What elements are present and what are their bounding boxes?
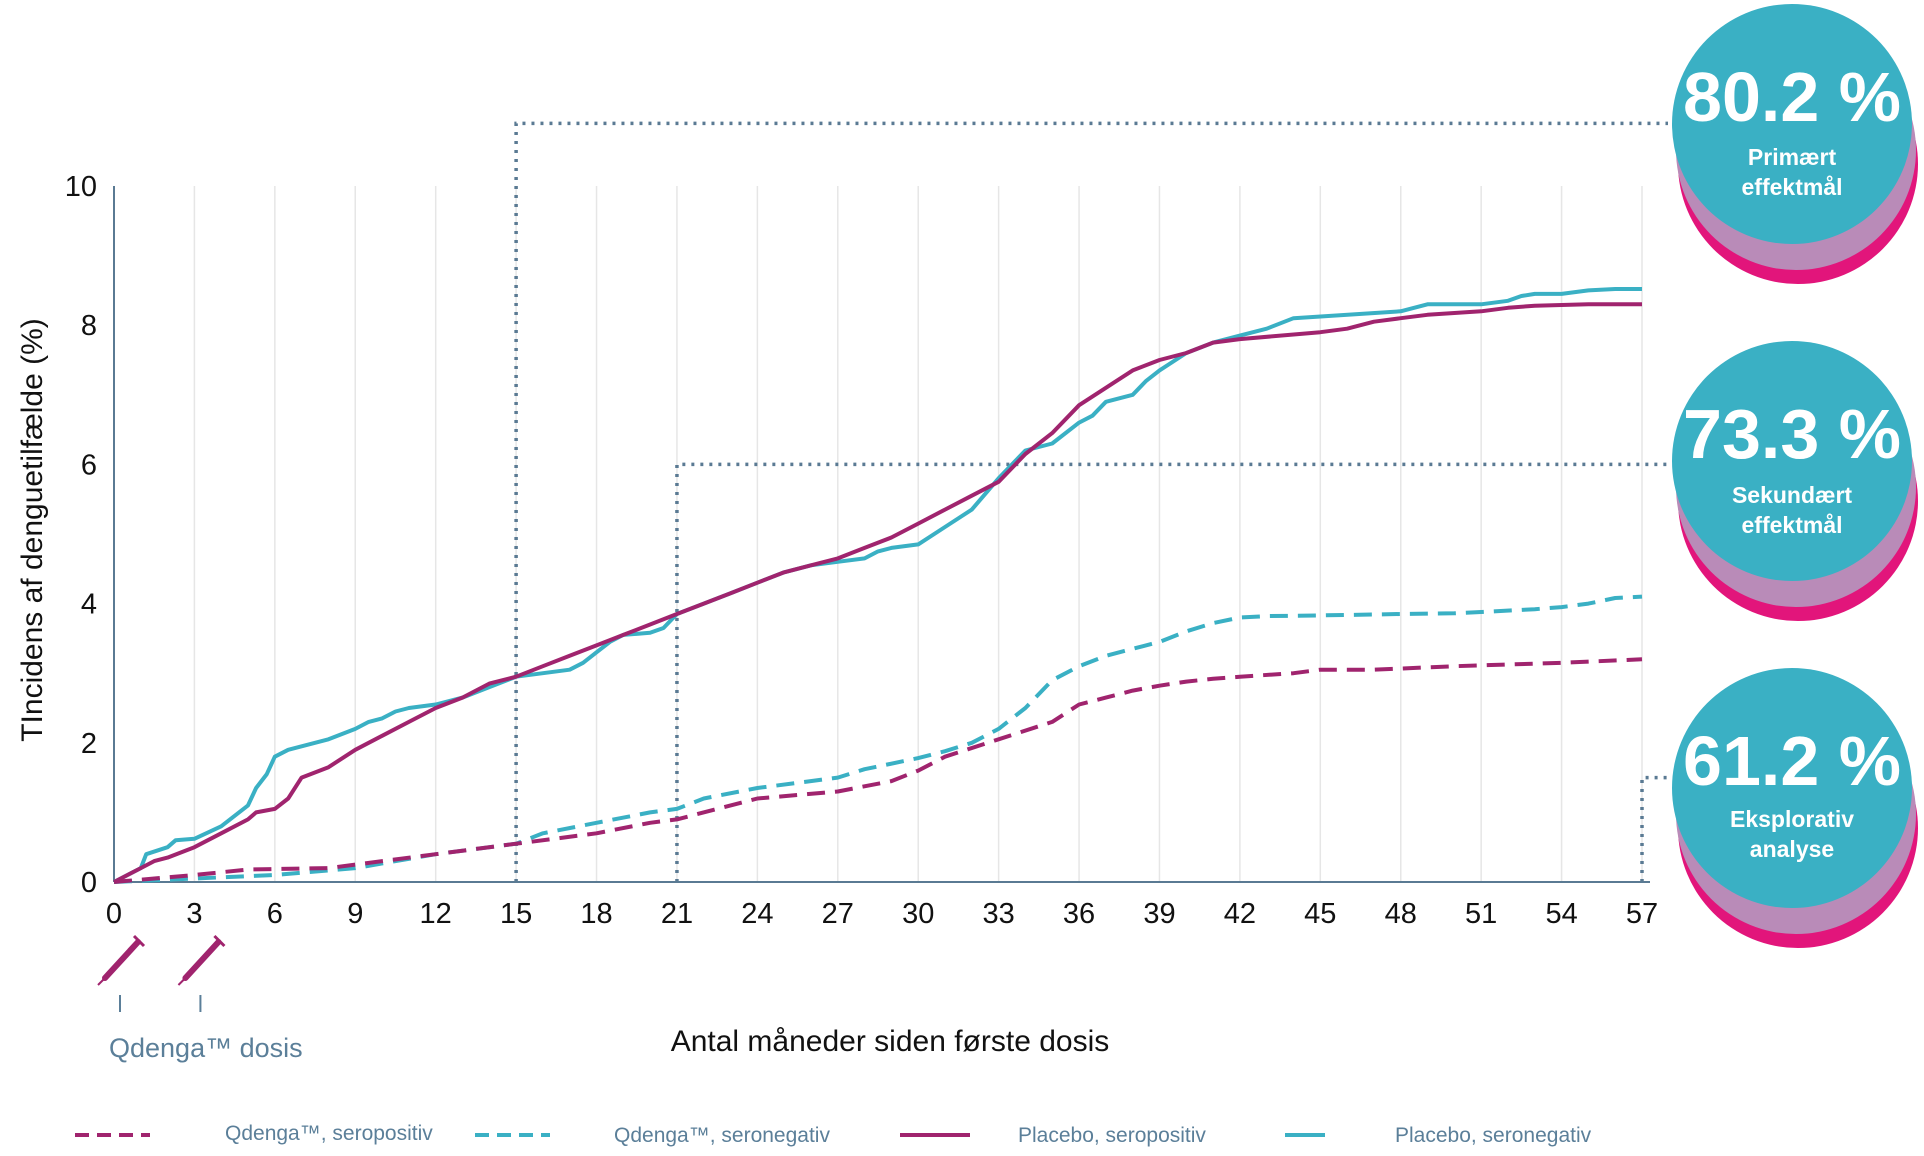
badge-circle bbox=[1672, 4, 1912, 244]
legend-item: Placebo, seronegativ bbox=[1285, 1124, 1592, 1147]
x-tick-label: 24 bbox=[741, 898, 773, 930]
y-axis-title: TIncidens af denguetilfælde (%) bbox=[16, 318, 49, 742]
x-tick-label: 45 bbox=[1304, 898, 1336, 930]
legend-item: Qdenga™, seropositiv bbox=[75, 1122, 433, 1145]
badge-value: 61.2 % bbox=[1683, 722, 1901, 800]
x-tick-label: 27 bbox=[822, 898, 854, 930]
x-tick-label: 9 bbox=[347, 898, 363, 930]
x-tick-labels: 0 3 6 9 12 15 18 21 24 27 30 33 36 39 42 45 48 51 54 57 bbox=[106, 898, 1658, 930]
vertical-gridlines bbox=[193, 186, 1643, 882]
y-tick-labels: 0 2 4 6 8 10 bbox=[65, 171, 97, 899]
x-tick-label: 6 bbox=[267, 898, 283, 930]
syringe-barrel bbox=[182, 939, 222, 981]
badge-label-line2: effektmål bbox=[1742, 512, 1843, 538]
series-line bbox=[113, 657, 1643, 884]
y-tick-label: 6 bbox=[81, 449, 97, 481]
dose-markers bbox=[97, 934, 226, 1012]
badge-exploratory: 61.2 % Eksplorativ analyse bbox=[1672, 668, 1918, 948]
y-tick-label: 4 bbox=[81, 589, 97, 621]
syringe-icon bbox=[97, 934, 146, 986]
x-tick-label: 21 bbox=[661, 898, 693, 930]
badge-value: 73.3 % bbox=[1683, 395, 1901, 473]
series-line bbox=[113, 287, 1642, 884]
y-tick-label: 10 bbox=[65, 171, 97, 203]
series-line bbox=[113, 302, 1642, 884]
reference-line bbox=[675, 462, 1668, 882]
dose-label: Qdenga™ dosis bbox=[109, 1033, 303, 1063]
series-lines bbox=[113, 287, 1643, 884]
x-tick-label: 3 bbox=[186, 898, 202, 930]
reference-line bbox=[1640, 775, 1668, 882]
syringe-barrel bbox=[102, 939, 141, 981]
x-tick-label: 36 bbox=[1063, 898, 1095, 930]
badge-secondary: 73.3 % Sekundært effektmål bbox=[1672, 341, 1918, 621]
syringe-needle bbox=[97, 977, 106, 986]
x-tick-label: 30 bbox=[902, 898, 934, 930]
legend-item: Placebo, seropositiv bbox=[900, 1124, 1206, 1147]
x-axis-title: Antal måneder siden første dosis bbox=[671, 1025, 1110, 1058]
x-tick-label: 54 bbox=[1545, 898, 1577, 930]
series-line bbox=[113, 594, 1643, 884]
badge-circle bbox=[1672, 668, 1912, 908]
badge-label-line1: Eksplorativ bbox=[1730, 806, 1854, 832]
legend-label: Qdenga™, seronegativ bbox=[614, 1124, 830, 1147]
effect-badges: 80.2 % Primært effektmål 73.3 % Sekundær… bbox=[1672, 4, 1918, 948]
x-tick-label: 39 bbox=[1143, 898, 1175, 930]
axes bbox=[113, 186, 1650, 883]
x-tick-label: 18 bbox=[580, 898, 612, 930]
legend-label: Qdenga™, seropositiv bbox=[225, 1122, 433, 1145]
badge-label-line1: Sekundært bbox=[1732, 482, 1852, 508]
x-tick-label: 51 bbox=[1465, 898, 1497, 930]
x-tick-label: 15 bbox=[500, 898, 532, 930]
syringe-icon bbox=[177, 934, 226, 986]
y-tick-label: 2 bbox=[81, 728, 97, 760]
y-tick-label: 8 bbox=[81, 310, 97, 342]
badge-value: 80.2 % bbox=[1683, 58, 1901, 136]
badge-label-line2: effektmål bbox=[1742, 174, 1843, 200]
y-tick-label: 0 bbox=[81, 867, 97, 899]
reference-line bbox=[514, 121, 1668, 882]
x-tick-label: 33 bbox=[982, 898, 1014, 930]
x-tick-label: 57 bbox=[1626, 898, 1658, 930]
reference-lines bbox=[514, 121, 1668, 882]
syringe-plunger bbox=[213, 934, 226, 948]
syringe-plunger bbox=[132, 934, 146, 948]
legend-label: Placebo, seronegativ bbox=[1395, 1124, 1592, 1147]
x-tick-label: 48 bbox=[1385, 898, 1417, 930]
legend: Qdenga™, seropositiv Qdenga™, seronegati… bbox=[75, 1122, 1592, 1147]
x-tick-label: 12 bbox=[420, 898, 452, 930]
badge-label-line1: Primært bbox=[1748, 144, 1837, 170]
syringe-needle bbox=[177, 977, 187, 986]
legend-label: Placebo, seropositiv bbox=[1018, 1124, 1206, 1147]
badge-primary: 80.2 % Primært effektmål bbox=[1672, 4, 1918, 284]
badge-label-line2: analyse bbox=[1750, 836, 1834, 862]
x-tick-label: 42 bbox=[1224, 898, 1256, 930]
legend-item: Qdenga™, seronegativ bbox=[475, 1124, 830, 1147]
x-tick-label: 0 bbox=[106, 898, 122, 930]
badge-circle bbox=[1672, 341, 1912, 581]
